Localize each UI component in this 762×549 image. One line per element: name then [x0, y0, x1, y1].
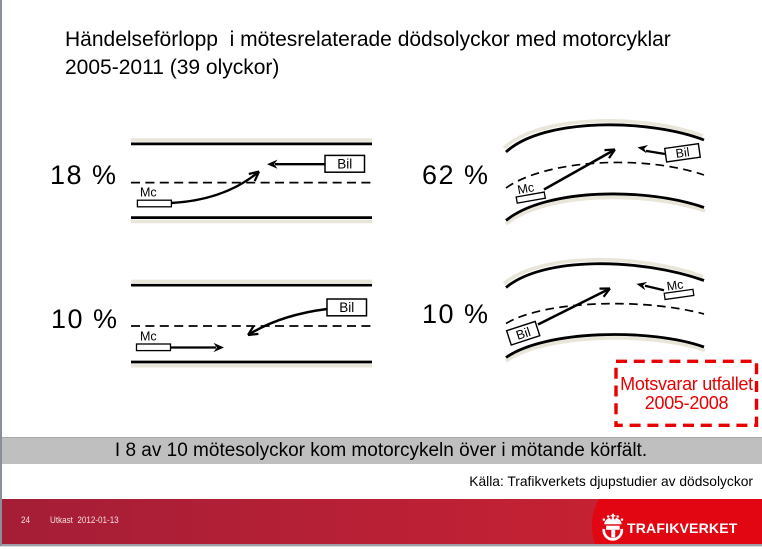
svg-text:Mc: Mc — [666, 277, 684, 293]
svg-text:Bil: Bil — [339, 300, 354, 315]
svg-text:Mc: Mc — [140, 186, 157, 200]
svg-text:Bil: Bil — [337, 156, 352, 171]
svg-text:Mc: Mc — [516, 180, 535, 197]
svg-text:Bil: Bil — [675, 145, 691, 161]
svg-text:Bil: Bil — [514, 324, 532, 343]
svg-text:Mc: Mc — [140, 329, 157, 343]
